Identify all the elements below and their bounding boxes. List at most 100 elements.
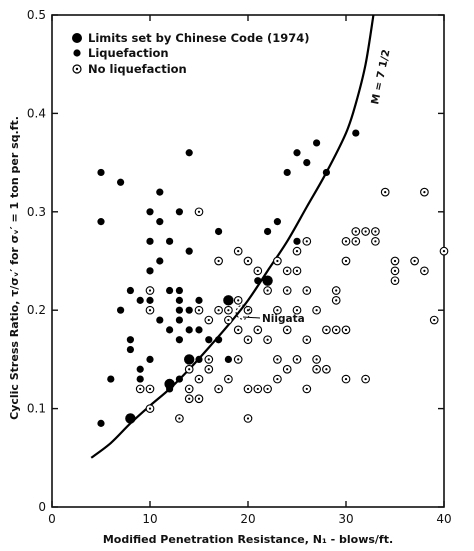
legend: Limits set by Chinese Code (1974) Liquef…: [72, 31, 310, 76]
legend-marker-liquefaction: [73, 49, 81, 57]
point-no-liquefaction: [135, 384, 145, 394]
point-liquefaction: [195, 355, 203, 363]
point-no-liquefaction: [322, 364, 331, 374]
x-tick-label: 30: [338, 512, 353, 526]
point-liquefaction: [185, 149, 193, 157]
point-no-liquefaction: [184, 394, 194, 404]
point-no-liquefaction: [390, 266, 400, 276]
point-liquefaction: [313, 139, 321, 147]
point-no-liquefaction: [214, 305, 223, 315]
point-liquefaction: [254, 277, 262, 285]
y-tick-label: 0.1: [27, 402, 46, 416]
point-liquefaction: [166, 326, 174, 334]
point-liquefaction: [146, 208, 154, 216]
point-no-liquefaction: [253, 384, 263, 394]
point-liquefaction: [156, 188, 164, 196]
point-liquefaction: [146, 296, 154, 304]
boundary-curve-layer: [90, 14, 375, 459]
point-no-liquefaction: [243, 305, 253, 315]
point-no-liquefaction: [420, 266, 429, 276]
point-no-liquefaction: [214, 256, 223, 266]
point-no-liquefaction: [194, 305, 204, 315]
point-no-liquefaction: [341, 236, 351, 246]
point-no-liquefaction: [341, 325, 351, 335]
point-no-liquefaction: [194, 207, 204, 217]
point-liquefaction: [195, 326, 203, 334]
point-no-liquefaction: [175, 414, 184, 423]
point-no-liquefaction: [145, 404, 155, 413]
point-no-liquefaction: [302, 384, 312, 394]
point-no-liquefaction: [331, 325, 341, 335]
point-no-liquefaction: [361, 227, 370, 236]
point-liquefaction: [175, 296, 183, 304]
point-liquefaction: [107, 375, 115, 383]
x-tick-label: 40: [436, 512, 451, 526]
point-liquefaction: [303, 159, 311, 167]
point-no-liquefaction: [273, 256, 282, 266]
point-no-liquefaction: [312, 364, 321, 374]
curve-label: M = 7 1/2: [369, 48, 392, 105]
point-no-liquefaction: [263, 286, 272, 295]
point-no-liquefaction: [145, 286, 155, 295]
legend-marker-no-liquefaction: [72, 64, 82, 74]
x-tick-label: 20: [240, 512, 255, 526]
point-liquefaction: [273, 218, 281, 226]
data-points-layer: [97, 129, 449, 427]
point-liquefaction: [185, 326, 193, 334]
point-liquefaction: [175, 286, 183, 295]
point-liquefaction: [293, 149, 301, 157]
point-liquefaction: [283, 168, 291, 177]
point-liquefaction: [185, 247, 193, 255]
point-no-liquefaction: [233, 246, 243, 256]
point-liquefaction: [156, 316, 164, 324]
point-no-liquefaction: [282, 266, 292, 276]
point-no-liquefaction: [273, 355, 282, 364]
point-no-liquefaction: [371, 227, 380, 236]
point-no-liquefaction: [429, 315, 439, 325]
point-no-liquefaction: [214, 384, 223, 394]
point-liquefaction: [97, 419, 105, 427]
point-liquefaction: [126, 336, 134, 344]
point-no-liquefaction: [184, 364, 194, 374]
point-no-liquefaction: [253, 325, 263, 335]
point-no-liquefaction: [282, 325, 292, 335]
x-axis-label: Modified Penetration Resistance, N₁ - bl…: [103, 533, 393, 546]
point-no-liquefaction: [243, 335, 253, 345]
point-no-liquefaction: [312, 305, 321, 315]
boundary-curve: [90, 14, 375, 459]
point-liquefaction: [166, 286, 174, 295]
point-liquefaction: [264, 227, 272, 236]
point-no-liquefaction: [371, 236, 380, 246]
point-no-liquefaction: [292, 266, 302, 276]
point-no-liquefaction: [420, 187, 429, 197]
point-no-liquefaction: [273, 374, 282, 384]
point-no-liquefaction: [184, 384, 194, 394]
point-no-liquefaction: [361, 374, 370, 384]
point-no-liquefaction: [243, 384, 253, 394]
y-tick-label: 0.3: [27, 205, 46, 219]
point-liquefaction: [146, 355, 154, 363]
point-no-liquefaction: [380, 187, 390, 197]
point-no-liquefaction: [263, 384, 272, 394]
point-liquefaction: [146, 237, 154, 245]
point-no-liquefaction: [224, 374, 233, 384]
point-liquefaction: [322, 168, 330, 177]
point-liquefaction: [126, 414, 134, 423]
point-liquefaction: [166, 385, 174, 393]
point-no-liquefaction: [331, 296, 341, 305]
point-liquefaction: [293, 237, 301, 245]
point-liquefaction: [185, 355, 193, 363]
point-liquefaction: [97, 168, 105, 177]
point-no-liquefaction: [351, 236, 361, 246]
niigata-leader: [242, 316, 261, 319]
y-axis-label: Cyclic Stress Ratio, τ/σᵥ′ for σᵥ′ = 1 t…: [8, 116, 21, 420]
plot-area: 0 10 20 30 40 0 0.1 0.2 0.3 0.4 0.5: [27, 8, 452, 526]
y-tick-label: 0.2: [27, 303, 46, 317]
y-tick-label: 0: [38, 500, 46, 514]
point-liquefaction: [175, 336, 183, 344]
point-liquefaction: [224, 355, 232, 363]
point-no-liquefaction: [233, 296, 243, 305]
point-liquefaction: [175, 306, 183, 314]
point-no-liquefaction: [204, 355, 214, 364]
point-liquefaction: [126, 345, 134, 354]
